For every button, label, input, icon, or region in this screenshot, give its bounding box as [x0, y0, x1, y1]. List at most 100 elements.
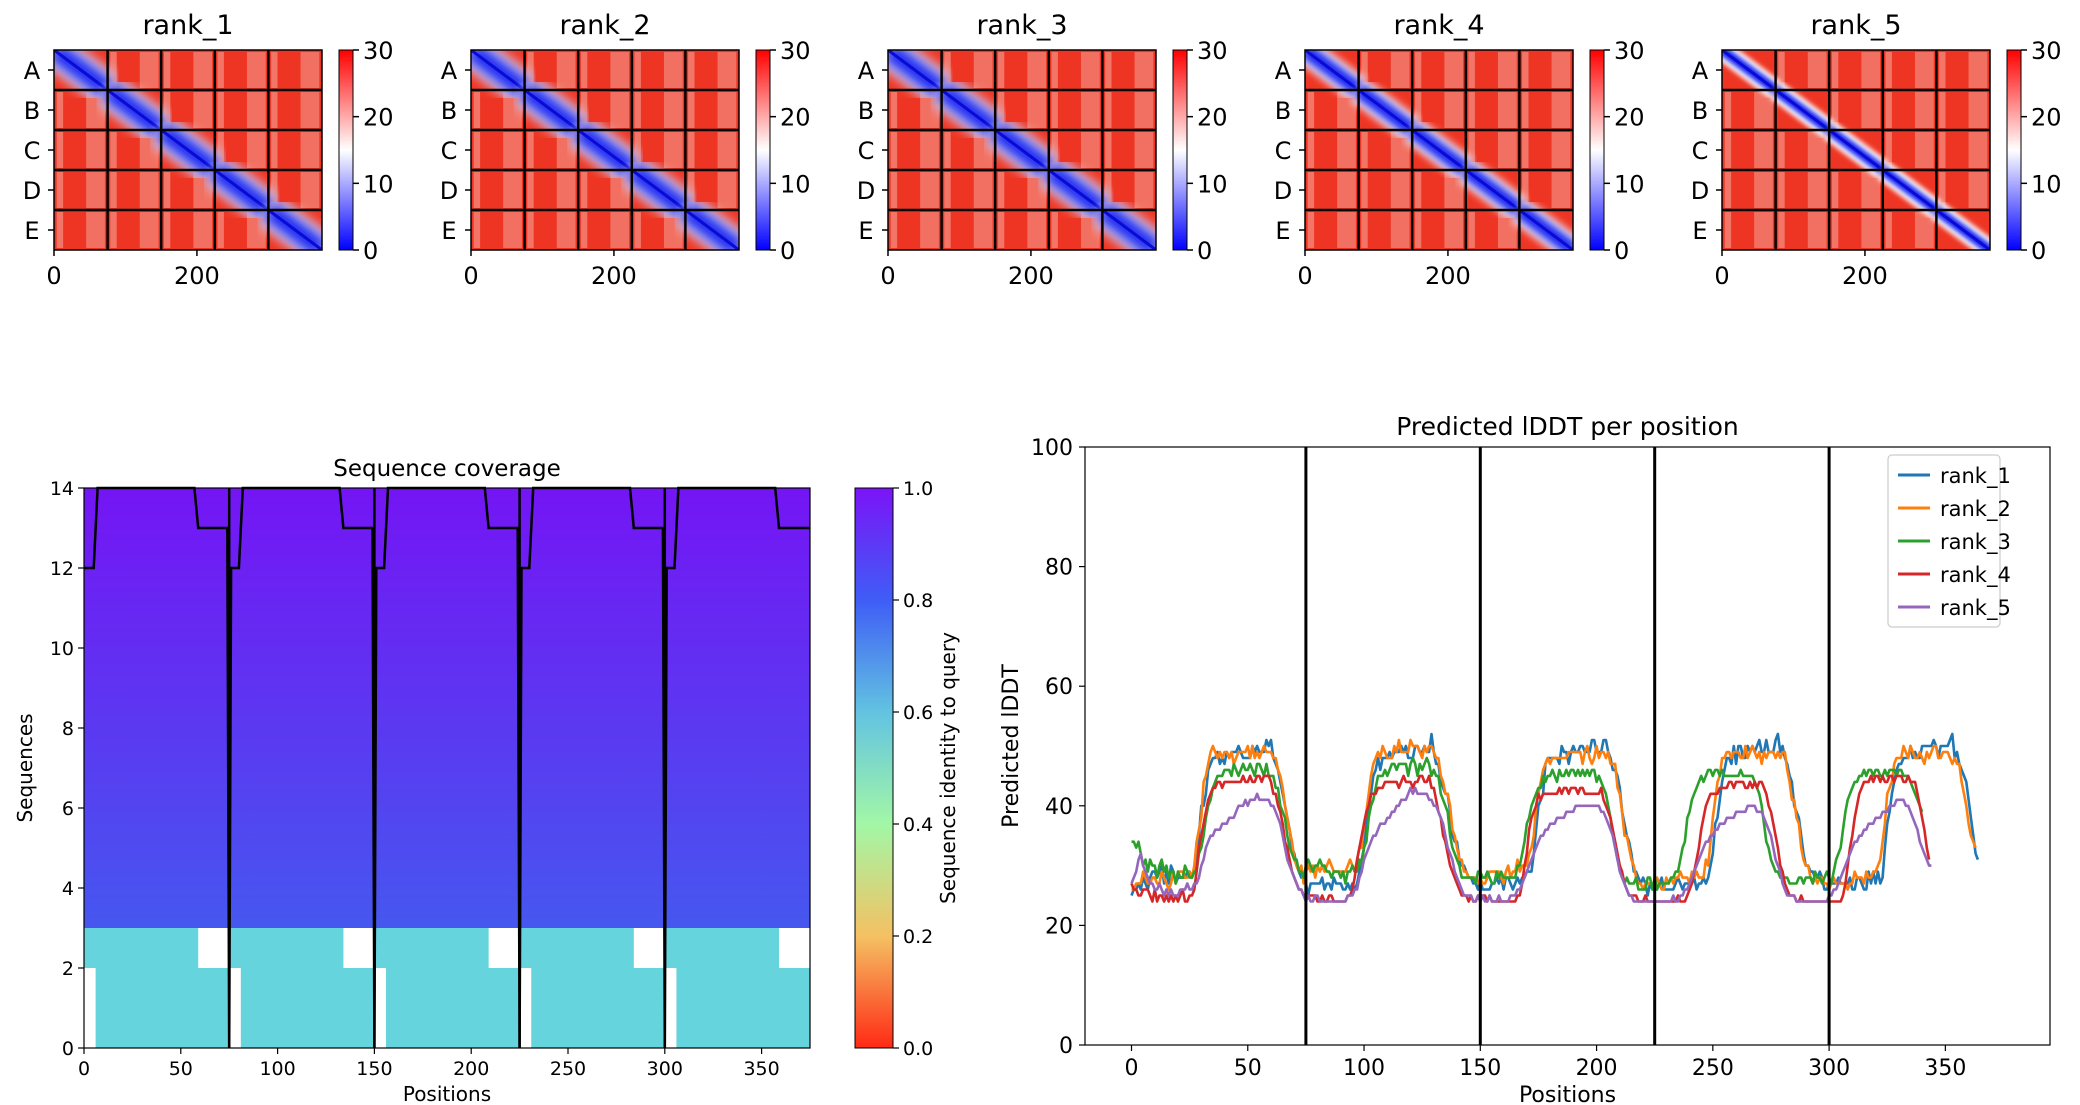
- coverage-xtick-label: 100: [259, 1058, 295, 1080]
- pae-block-texture: [1361, 52, 1368, 88]
- pae-block-texture: [973, 52, 993, 88]
- pae-block-texture: [688, 132, 695, 168]
- pae-chain-label: A: [1692, 57, 1709, 85]
- plddt-xtick-label: 350: [1924, 1056, 1966, 1081]
- pae-block-texture: [1444, 92, 1464, 128]
- coverage-gap: [229, 968, 241, 1048]
- pae-xtick-label: 0: [46, 262, 61, 290]
- pae-block-texture: [1337, 212, 1356, 248]
- coverage-gap: [633, 928, 665, 968]
- pae-block-texture: [110, 212, 117, 248]
- coverage-frame: [83, 487, 811, 1049]
- pae-block-texture: [1754, 132, 1773, 168]
- pae-block-texture: [300, 52, 320, 88]
- pae-colorbar-label: 10: [363, 170, 394, 198]
- pae-block-texture: [1778, 52, 1785, 88]
- pae-block-texture: [1522, 52, 1529, 88]
- pae-block-texture: [300, 132, 320, 168]
- pae-chain-label: D: [857, 177, 875, 205]
- pae-block-texture: [997, 52, 1005, 88]
- pae-block-texture: [193, 212, 213, 248]
- pae-block-texture: [1468, 92, 1475, 128]
- coverage-ytick-label: 14: [50, 478, 74, 500]
- pae-block-texture: [997, 212, 1005, 248]
- pae-block-texture: [1914, 132, 1934, 168]
- coverage-ytick-label: 6: [62, 798, 74, 820]
- pae-xtick-label: 200: [1842, 262, 1888, 290]
- pae-block-texture: [217, 212, 224, 248]
- pae-block-texture: [246, 92, 266, 128]
- pae-diagonal-core: [1881, 168, 1938, 212]
- pae-block-texture: [580, 92, 588, 128]
- pae-xtick-label: 200: [1425, 262, 1471, 290]
- pae-colorbar-label: 0: [1197, 237, 1212, 265]
- coverage-colorbar-title: Sequence identity to query: [936, 632, 960, 904]
- plddt-xtick-label: 250: [1692, 1056, 1734, 1081]
- pae-diagonal-core: [160, 128, 216, 172]
- pae-block-texture: [86, 132, 105, 168]
- pae-block-texture: [1754, 92, 1773, 128]
- pae-block-texture: [473, 212, 481, 248]
- pae-block-texture: [1051, 52, 1058, 88]
- pae-block-texture: [1080, 92, 1100, 128]
- pae-block-texture: [1390, 172, 1410, 208]
- pae-block-texture: [1027, 212, 1047, 248]
- pae-block-texture: [163, 52, 171, 88]
- pae-diagonal: [888, 50, 1156, 250]
- pae-block-texture: [110, 132, 117, 168]
- pae-block-texture: [688, 172, 695, 208]
- pae-colorbar-label: 0: [363, 237, 378, 265]
- pae-colorbar: [2006, 49, 2022, 251]
- plddt-xtick-label: 0: [1125, 1056, 1139, 1081]
- coverage-xlabel: Positions: [403, 1082, 491, 1105]
- plddt-xtick-label: 50: [1234, 1056, 1262, 1081]
- pae-block-texture: [110, 52, 117, 88]
- pae-block-texture: [503, 212, 522, 248]
- pae-block-texture: [1861, 172, 1881, 208]
- pae-block-texture: [973, 172, 993, 208]
- pae-block-texture: [944, 132, 951, 168]
- pae-block-texture: [1724, 132, 1732, 168]
- pae-block-texture: [217, 52, 224, 88]
- pae-block-texture: [1414, 92, 1422, 128]
- pae-diagonal-core: [994, 128, 1050, 172]
- pae-block-texture: [139, 212, 159, 248]
- pae-colorbar-label: 20: [1197, 104, 1228, 132]
- pae-block-texture: [1027, 52, 1047, 88]
- pae-block-texture: [1337, 172, 1356, 208]
- pae-diagonal-core: [106, 88, 163, 132]
- coverage-gap: [198, 928, 230, 968]
- plddt-series-rank_5: [1130, 786, 1932, 903]
- pae-block-texture: [717, 92, 737, 128]
- pae-block-texture: [890, 92, 898, 128]
- pae-block-texture: [527, 52, 534, 88]
- pae-block-texture: [890, 132, 898, 168]
- pae-block-texture: [300, 92, 320, 128]
- pae-block-texture: [1414, 212, 1422, 248]
- plddt-series-group: [1130, 732, 1980, 903]
- pae-block-texture: [634, 132, 641, 168]
- pae-block-texture: [1307, 132, 1315, 168]
- pae-block-texture: [580, 212, 588, 248]
- coverage-ytick-label: 10: [50, 638, 74, 660]
- coverage-xtick-label: 250: [550, 1058, 586, 1080]
- pae-block-texture: [1497, 92, 1517, 128]
- pae-block-texture: [556, 52, 576, 88]
- pae-chain-label: A: [24, 57, 41, 85]
- pae-chain-label: B: [1275, 97, 1291, 125]
- pae-xtick-label: 0: [1714, 262, 1729, 290]
- plddt-series-rank_2: [1131, 738, 1977, 891]
- pae-diagonal: [1722, 50, 1990, 250]
- coverage-ytick-label: 8: [62, 718, 74, 740]
- pae-block-texture: [1968, 52, 1988, 88]
- pae-diagonal-core: [1774, 88, 1831, 132]
- pae-block-texture: [1754, 212, 1773, 248]
- pae-block-texture: [217, 132, 224, 168]
- pae-block-texture: [1551, 172, 1571, 208]
- pae-colorbar: [338, 49, 354, 251]
- pae-diagonal: [1305, 50, 1573, 250]
- pae-block-texture: [717, 172, 737, 208]
- pae-block-texture: [300, 172, 320, 208]
